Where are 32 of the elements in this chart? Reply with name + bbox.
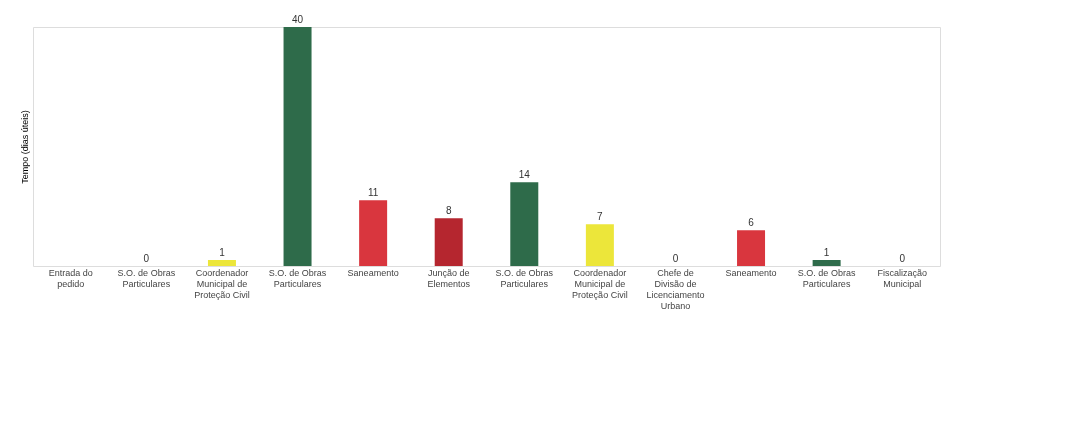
bar <box>510 182 539 266</box>
x-tick-label: Fiscalização Municipal <box>877 267 927 289</box>
x-tick-label: Entrada do pedido <box>48 267 93 289</box>
bar <box>207 260 236 266</box>
x-tick-label: Coordenador Municipal de Proteção Civil <box>194 267 250 300</box>
x-tick-label: Coordenador Municipal de Proteção Civil <box>572 267 628 300</box>
bar <box>812 260 841 266</box>
data-label: 14 <box>518 169 531 181</box>
bar <box>434 218 463 266</box>
bar <box>585 224 614 266</box>
data-label: 8 <box>445 205 452 217</box>
x-tick-label: S.O. de Obras Particulares <box>797 267 856 289</box>
data-label: 11 <box>367 187 379 199</box>
data-label: 6 <box>748 217 755 229</box>
bar <box>283 27 312 266</box>
x-tick-label: Saneamento <box>347 267 399 278</box>
data-label: 0 <box>143 253 150 264</box>
bar <box>359 200 388 266</box>
data-label: 0 <box>672 253 679 264</box>
y-axis-title: Tempo (dias úteis) <box>19 110 30 184</box>
x-tick-label: Saneamento <box>725 267 777 278</box>
x-tick-label: Chefe de Divisão de Licenciamento Urbano <box>646 267 705 311</box>
x-tick-label: S.O. de Obras Particulares <box>495 267 554 289</box>
bar <box>737 230 766 266</box>
x-tick-label: S.O. de Obras Particulares <box>117 267 176 289</box>
x-tick-label: Junção de Elementos <box>427 267 471 289</box>
data-label: 40 <box>291 14 304 25</box>
x-tick-label: S.O. de Obras Particulares <box>268 267 327 289</box>
data-label: 7 <box>597 211 604 223</box>
data-label: 1 <box>823 247 830 259</box>
data-label: 1 <box>219 247 226 259</box>
data-label: 0 <box>899 253 906 264</box>
